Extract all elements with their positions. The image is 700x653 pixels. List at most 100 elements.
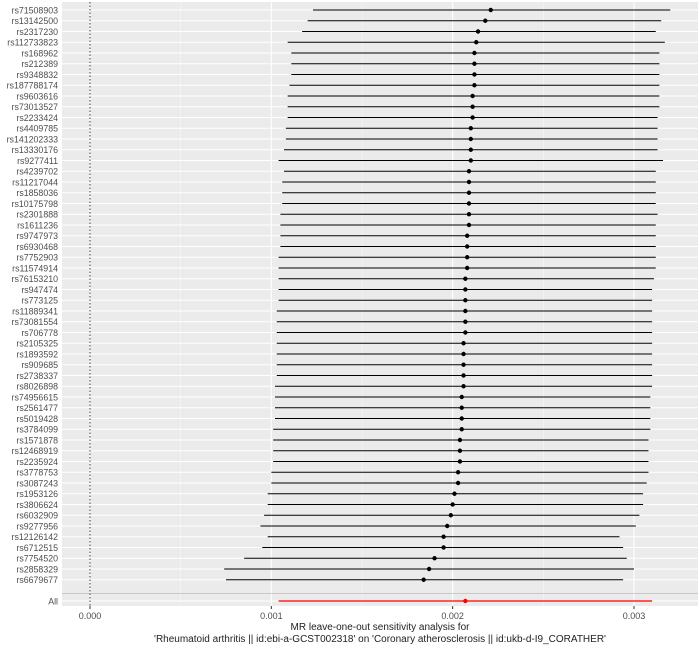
- point-estimate: [464, 233, 470, 238]
- y-axis-label: rs73081554: [12, 317, 59, 327]
- point-estimate: [466, 222, 472, 228]
- y-axis-label: rs74956615: [12, 392, 59, 402]
- point-estimate: [463, 330, 468, 335]
- x-tick-label: 0.003: [623, 611, 646, 621]
- y-axis-label: rs3806624: [16, 500, 58, 510]
- point-estimate: [457, 437, 463, 443]
- y-axis-label: rs1893592: [16, 349, 58, 359]
- point-estimate: [459, 405, 464, 410]
- y-axis-label: rs12126142: [12, 532, 59, 542]
- y-axis-label: rs9277411: [17, 156, 58, 166]
- y-axis-label: rs9747973: [16, 231, 58, 241]
- point-estimate: [464, 265, 470, 271]
- y-axis-label: rs9348832: [16, 70, 58, 80]
- point-estimate: [466, 179, 472, 185]
- y-axis-label: rs4239702: [16, 167, 58, 177]
- point-estimate: [472, 50, 477, 56]
- point-estimate: [472, 83, 477, 88]
- point-estimate: [461, 351, 466, 357]
- y-axis-label: rs1611236: [17, 220, 58, 230]
- point-estimate: [432, 556, 437, 561]
- y-axis-label: rs2317230: [16, 27, 58, 37]
- point-estimate: [461, 341, 466, 346]
- point-estimate: [488, 7, 493, 13]
- y-axis-label: rs2738337: [16, 371, 58, 381]
- y-axis-label: rs7754520: [16, 554, 58, 564]
- point-estimate: [468, 147, 473, 152]
- point-estimate: [448, 513, 454, 518]
- point-estimate: [461, 384, 466, 389]
- point-estimates: [421, 7, 493, 604]
- y-axis-label: rs168962: [21, 48, 58, 58]
- point-estimate: [461, 362, 466, 367]
- point-estimate: [463, 308, 468, 314]
- y-axis-label: rs2235924: [16, 457, 58, 467]
- point-estimate: [463, 298, 468, 303]
- point-estimate: [463, 319, 468, 324]
- x-tick-label: 0.001: [260, 611, 283, 621]
- point-estimate: [474, 40, 479, 45]
- y-axis-label: rs2858329: [16, 564, 58, 574]
- y-axis-labels: rs71508903rs13142500rs2317230rs112733823…: [7, 5, 58, 606]
- point-estimate: [461, 373, 466, 378]
- x-axis-title-line-1: MR leave-one-out sensitivity analysis fo…: [290, 622, 470, 633]
- point-estimate: [457, 448, 463, 453]
- point-estimate: [459, 416, 464, 421]
- summary-point-estimate: [463, 598, 468, 604]
- point-estimate: [472, 61, 477, 66]
- y-axis-label: rs11217044: [12, 177, 58, 187]
- y-axis-label: rs71508903: [12, 5, 59, 15]
- x-axis-ticks: 0.000 0.001 0.002 0.003: [79, 606, 646, 621]
- y-axis-label: rs2105325: [16, 339, 58, 349]
- y-axis-label: rs8026898: [16, 382, 58, 392]
- point-estimate: [470, 115, 475, 120]
- point-estimate: [463, 276, 468, 281]
- point-estimate: [466, 190, 472, 195]
- y-axis-label: rs76153210: [12, 274, 59, 284]
- point-estimate: [455, 470, 461, 475]
- y-axis-label: rs1858036: [16, 188, 58, 198]
- y-axis-label: rs6679677: [16, 575, 58, 585]
- y-axis-label: rs3087243: [16, 478, 58, 488]
- y-axis-label: rs187788174: [7, 81, 58, 91]
- y-axis-label: rs2561477: [16, 403, 58, 413]
- point-estimate: [463, 287, 468, 292]
- point-estimate: [459, 427, 464, 432]
- y-axis-label: rs9603616: [16, 91, 58, 101]
- point-estimate: [450, 502, 455, 507]
- point-estimate: [468, 158, 473, 163]
- plot-panel: [62, 2, 698, 606]
- point-estimate: [452, 491, 457, 496]
- point-estimate: [466, 212, 472, 217]
- point-estimate: [466, 201, 472, 206]
- y-axis-label: rs6032909: [16, 511, 58, 521]
- point-estimate: [468, 126, 473, 131]
- point-estimate: [472, 72, 477, 77]
- y-axis-label: rs1953126: [16, 489, 58, 499]
- point-estimate: [426, 566, 432, 572]
- point-estimate: [475, 29, 481, 34]
- y-axis-label: rs9277956: [16, 521, 58, 531]
- point-estimate: [470, 93, 475, 99]
- point-estimate: [457, 459, 463, 464]
- y-axis-label: rs3778753: [16, 468, 58, 478]
- y-axis-label: rs909685: [21, 360, 58, 370]
- point-estimate: [483, 18, 488, 23]
- y-axis-label: rs141202333: [7, 134, 58, 144]
- point-estimate: [468, 136, 473, 142]
- y-axis-label: rs73013527: [12, 102, 59, 112]
- y-axis-label: rs13330176: [12, 145, 59, 155]
- y-axis-label: rs11574914: [12, 263, 58, 273]
- point-estimate: [455, 480, 461, 486]
- y-axis-label: rs2233424: [16, 113, 58, 123]
- point-estimate: [421, 577, 426, 582]
- y-axis-label: rs947474: [21, 285, 58, 295]
- point-estimate: [464, 244, 470, 249]
- x-tick-label: 0.002: [441, 611, 464, 621]
- point-estimate: [445, 523, 450, 529]
- y-axis-label: rs2301888: [16, 210, 58, 220]
- y-axis-label: rs212389: [21, 59, 58, 69]
- y-axis-label: rs11889341: [12, 306, 58, 316]
